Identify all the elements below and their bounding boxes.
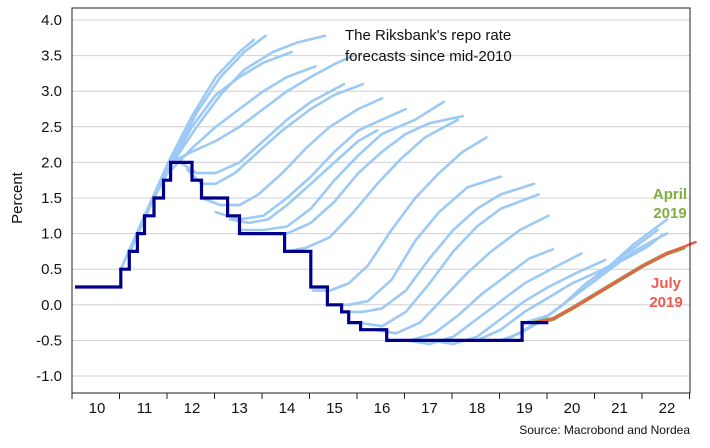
y-tick-label: 2.5 <box>41 119 62 136</box>
forecast-line <box>152 34 327 200</box>
x-tick-label: 13 <box>231 400 248 417</box>
forecast-line <box>371 214 550 335</box>
forecast-line <box>326 175 503 307</box>
forecast-line <box>178 82 346 175</box>
july-2019-label-line-2: 2019 <box>649 294 682 311</box>
x-tick-label: 19 <box>516 400 533 417</box>
repo-rate-series <box>75 160 697 342</box>
forecast-line <box>186 82 365 186</box>
forecast-line <box>262 114 465 235</box>
x-tick-label: 10 <box>89 400 106 417</box>
y-tick-label: 0.0 <box>41 297 62 314</box>
x-tick-label: 17 <box>421 400 438 417</box>
x-tick-label: 16 <box>374 400 391 417</box>
x-tick-label: 22 <box>659 400 676 417</box>
april-2019-label-line-1: April <box>653 186 687 203</box>
forecast-line <box>357 193 540 328</box>
forecast-line <box>428 258 607 346</box>
y-tick-label: 3.0 <box>41 83 62 100</box>
y-tick-label: 1.0 <box>41 226 62 243</box>
y-tick-label: 0.5 <box>41 261 62 278</box>
forecast-line <box>456 257 626 342</box>
annotation-line-2: forecasts since mid-2010 <box>345 48 512 65</box>
forecast-line <box>214 107 408 221</box>
y-tick-label: 3.5 <box>41 48 62 65</box>
y-tick-label: 2.0 <box>41 154 62 171</box>
x-tick-label: 20 <box>564 400 581 417</box>
y-tick-label: 1.5 <box>41 190 62 207</box>
x-tick-label: 11 <box>137 400 153 417</box>
forecast-line <box>311 136 488 292</box>
forecast-line <box>342 182 536 314</box>
annotation-line-1: The Riksbank's repo rate <box>345 27 511 44</box>
x-tick-label: 14 <box>279 400 296 417</box>
y-tick-label: -0.5 <box>36 332 62 349</box>
forecast-line <box>169 54 355 164</box>
forecast-line <box>238 100 445 232</box>
source-note: Source: Macrobond and Nordea <box>519 423 690 437</box>
repo-rate-line <box>75 160 549 342</box>
x-tick-label: 18 <box>469 400 486 417</box>
forecast-line <box>404 252 583 346</box>
july-2019-forecast-line <box>532 240 697 324</box>
gridlines <box>72 19 690 377</box>
x-tick-label: 21 <box>611 400 628 417</box>
april-2019-label-line-2: 2019 <box>653 205 686 222</box>
y-tick-label: 4.0 <box>41 12 62 29</box>
forecast-line <box>167 65 317 175</box>
july-2019-label-line-1: July <box>651 275 682 292</box>
x-tick-label: 15 <box>326 400 343 417</box>
forecast-line <box>285 118 460 253</box>
y-axis-label: Percent <box>9 171 26 224</box>
forecast-line <box>523 228 659 324</box>
forecast-line <box>200 97 384 207</box>
axes: 4.0 3.5 3.0 2.5 2.0 1.5 1.0 0.5 0.0 -0.5 -1.0 10 11 1… <box>36 7 691 417</box>
forecast-line <box>228 129 379 225</box>
y-tick-label: -1.0 <box>36 368 62 385</box>
plot-frame <box>71 7 691 394</box>
x-tick-label: 12 <box>184 400 201 417</box>
